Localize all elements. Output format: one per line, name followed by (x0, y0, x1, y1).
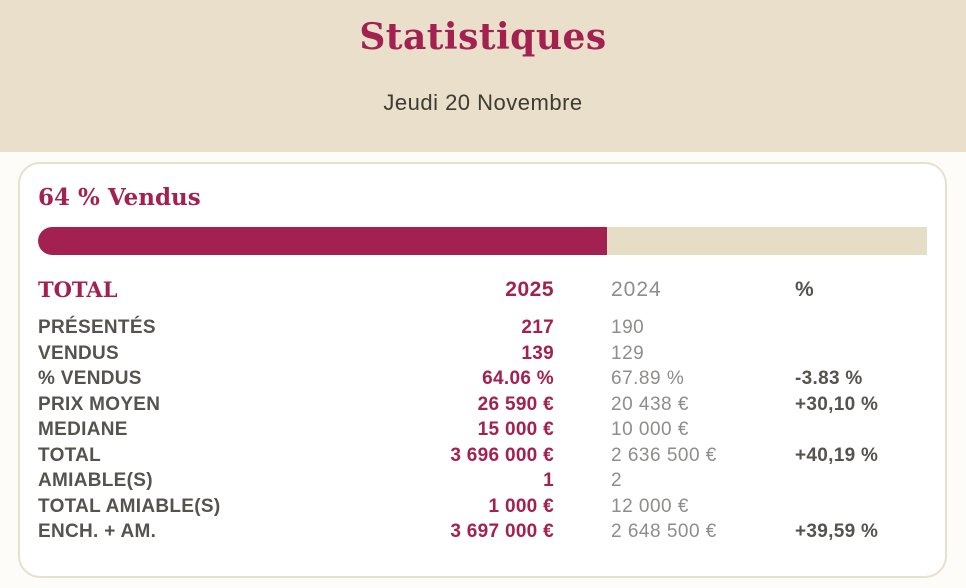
value-percent (795, 341, 932, 367)
column-header-2024: 2024 (611, 278, 662, 301)
progress-bar-fill (38, 227, 607, 255)
progress-bar-track (38, 227, 927, 255)
value-2025: 64.06 % (482, 368, 554, 389)
row-label: MEDIANE (38, 419, 128, 440)
percent-sold-heading: 64 % Vendus (38, 184, 201, 211)
value-2025: 139 (521, 342, 554, 364)
value-2024: 129 (611, 342, 645, 364)
value-2024: 10 000 € (611, 419, 689, 440)
row-label: VENDUS (38, 342, 119, 364)
value-percent: +39,59 % (795, 521, 879, 542)
column-header-total: TOTAL (38, 277, 118, 302)
value-percent: +40,19 % (795, 444, 879, 466)
value-2024: 2 636 500 € (611, 444, 717, 466)
row-label: ENCH. + AM. (38, 521, 157, 542)
value-2025: 3 696 000 € (450, 444, 554, 466)
table-header-row: TOTAL 2025 2024 % (38, 277, 927, 303)
row-label: TOTAL (38, 444, 102, 466)
statistics-card: 64 % Vendus TOTAL 2025 2024 % PRÉSENTÉS … (18, 162, 947, 578)
value-percent (795, 468, 932, 494)
page-header: Statistiques Jeudi 20 Novembre (0, 0, 966, 152)
column-header-percent: % (795, 278, 814, 301)
value-2025: 1 000 € (488, 495, 554, 517)
value-2025: 26 590 € (477, 393, 554, 415)
value-2024: 12 000 € (611, 495, 689, 517)
table-row: MEDIANE 15 000 € 10 000 € (38, 417, 927, 443)
value-percent (795, 315, 932, 341)
value-2025: 15 000 € (477, 419, 554, 440)
value-percent: -3.83 % (795, 368, 863, 389)
value-2025: 217 (521, 317, 554, 338)
row-label: % VENDUS (38, 368, 142, 389)
table-row: TOTAL 3 696 000 € 2 636 500 € +40,19 % (38, 443, 927, 469)
value-percent: +30,10 % (795, 393, 879, 415)
table-row: VENDUS 139 129 (38, 341, 927, 367)
table-row: TOTAL AMIABLE(S) 1 000 € 12 000 € (38, 494, 927, 520)
table-row: ENCH. + AM. 3 697 000 € 2 648 500 € +39,… (38, 519, 927, 545)
value-percent (795, 494, 932, 520)
table-row: PRIX MOYEN 26 590 € 20 438 € +30,10 % (38, 392, 927, 418)
value-2024: 67.89 % (611, 368, 685, 389)
value-2025: 1 (543, 470, 554, 491)
row-label: AMIABLE(S) (38, 470, 153, 491)
table-row: PRÉSENTÉS 217 190 (38, 315, 927, 341)
value-2024: 20 438 € (611, 393, 689, 415)
page-date: Jeudi 20 Novembre (383, 90, 583, 115)
row-label: PRIX MOYEN (38, 393, 161, 415)
table-row: % VENDUS 64.06 % 67.89 % -3.83 % (38, 366, 927, 392)
value-2025: 3 697 000 € (450, 521, 554, 542)
value-percent (795, 417, 932, 443)
value-2024: 190 (611, 317, 645, 338)
column-header-2025: 2025 (505, 278, 554, 301)
value-2024: 2 (611, 470, 623, 491)
table-row: AMIABLE(S) 1 2 (38, 468, 927, 494)
row-label: PRÉSENTÉS (38, 317, 156, 338)
row-label: TOTAL AMIABLE(S) (38, 495, 221, 517)
page-title: Statistiques (359, 16, 607, 58)
value-2024: 2 648 500 € (611, 521, 717, 542)
